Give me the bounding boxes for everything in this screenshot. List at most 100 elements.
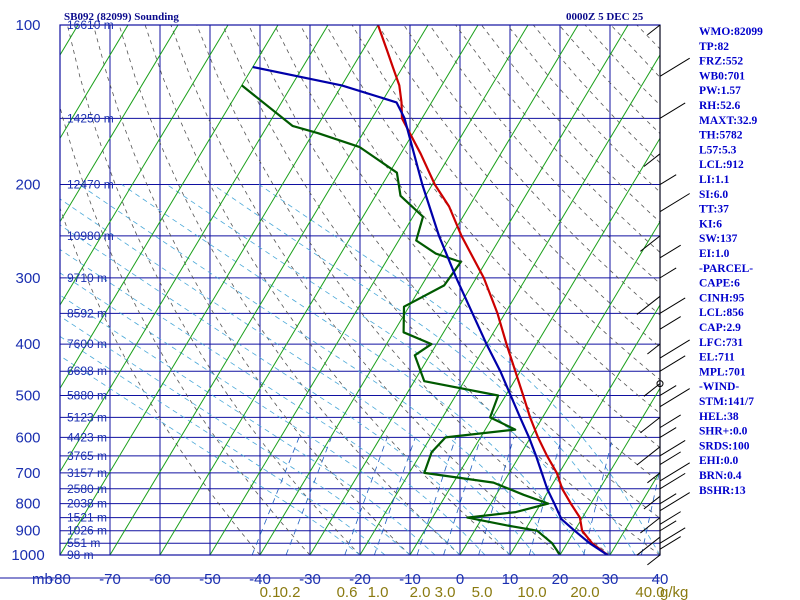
isotherm-line [60, 25, 229, 306]
dry-adiabat [274, 25, 660, 484]
wind-barbs [636, 24, 690, 566]
wind-barb [659, 520, 677, 532]
wind-barb [659, 244, 681, 259]
index-line: TT:37 [699, 204, 729, 216]
mixing-ratio-label: 10.0 [517, 584, 546, 600]
wind-barb [659, 472, 686, 490]
pressure-tick-label: 700 [15, 465, 40, 482]
height-label: 3765 m [67, 449, 107, 463]
isotherm-line [159, 25, 479, 555]
wind-barb [643, 495, 661, 510]
index-line: EI:1.0 [699, 248, 730, 260]
height-label: 4423 m [67, 430, 107, 444]
wind-barb [659, 57, 690, 77]
index-line: CAP:2.9 [699, 322, 741, 334]
temperature-tick-label: -10 [399, 571, 421, 588]
wind-barb [659, 297, 686, 314]
isotherm-line [209, 25, 529, 555]
wind-barb [659, 462, 690, 482]
pressure-tick-label: 600 [15, 429, 40, 446]
mixing-ratio-label: 0.1 [260, 584, 281, 600]
mixing-ratio-line [478, 437, 515, 555]
mixing-ratio-label: 5.0 [472, 584, 493, 600]
wind-barb [659, 511, 681, 525]
dry-adiabat [67, 25, 361, 555]
pressure-tick-label: 200 [15, 177, 40, 194]
wind-barb [636, 536, 661, 556]
wind-barb [659, 440, 686, 457]
profile-lines [241, 25, 609, 555]
moist-adiabat [60, 315, 411, 555]
temperature-tick-label: 0 [456, 571, 464, 588]
index-line: EL:711 [699, 352, 735, 364]
index-line: SRDS:100 [699, 440, 750, 452]
moist-adiabat [60, 272, 461, 555]
mixing-ratio-line [640, 467, 660, 555]
mixing-ratio-line [373, 437, 416, 555]
wind-barb [647, 554, 661, 566]
index-line: MAXT:32.9 [699, 115, 757, 127]
height-label: 551 m [67, 536, 100, 550]
wind-barb [659, 355, 686, 372]
index-line: MPL:701 [699, 366, 746, 378]
index-line: RH:52.6 [699, 100, 740, 112]
wind-barb [636, 295, 661, 315]
isotherm-line [60, 25, 329, 473]
index-line: TP:82 [699, 41, 729, 53]
dewpoint-line [241, 84, 561, 555]
index-line: LI:1.1 [699, 174, 730, 186]
wind-barb [659, 451, 681, 465]
height-label: 2038 m [67, 497, 107, 511]
wind-barb [659, 427, 677, 438]
parcel-line [252, 65, 609, 555]
wind-barb [659, 316, 681, 330]
isotherm-line [309, 25, 629, 555]
pressure-tick-label: 400 [15, 336, 40, 353]
pressure-unit-label: mb [32, 571, 53, 588]
temperature-tick-label: -20 [349, 571, 371, 588]
pressure-tick-label: 1000 [11, 547, 44, 564]
height-label: 7600 m [67, 337, 107, 351]
dry-adiabat [455, 25, 660, 253]
moist-adiabat [60, 294, 436, 555]
temperature-tick-label: -40 [249, 571, 271, 588]
wind-barb [647, 24, 661, 36]
isotherm-line [60, 25, 179, 223]
height-label: 14250 m [67, 111, 114, 125]
wind-barb [636, 446, 661, 466]
temperature-tick-label: 40 [652, 571, 669, 588]
index-line: CAPE:6 [699, 278, 740, 290]
wind-barb [659, 493, 677, 505]
isotherm-line [109, 25, 429, 555]
isotherm-line [60, 25, 279, 390]
wind-barb [659, 492, 690, 512]
height-label: 16610 m [67, 18, 114, 32]
temperature-tick-label: 20 [552, 571, 569, 588]
temperature-tick-label: 10 [502, 571, 519, 588]
isotherm-line [559, 387, 660, 555]
moist-adiabat [60, 224, 511, 555]
wind-barb [659, 339, 690, 359]
height-label: 6698 m [67, 364, 107, 378]
dry-adiabat [60, 206, 261, 555]
moist-adiabat [60, 335, 386, 555]
temperature-tick-label: -60 [149, 571, 171, 588]
wind-barb [659, 385, 677, 396]
isotherm-line [459, 220, 660, 555]
chart-time: 0000Z 5 DEC 25 [566, 11, 644, 23]
index-line: HEL:38 [699, 411, 739, 423]
isotherm-lines [60, 25, 660, 555]
index-line: BRN:0.4 [699, 470, 742, 482]
dry-adiabat [196, 25, 611, 555]
chart-title: SB092 (82099) Sounding [64, 11, 179, 23]
dry-adiabat [377, 25, 660, 348]
index-line: KI:6 [699, 218, 722, 230]
mixing-ratio-label: 0.6 [337, 584, 358, 600]
mixing-ratio-labels: 0.1 0.2 0.6 1.0 2.0 3.0 5.0 10.0 20.0 40.0g/kg [260, 584, 689, 600]
isotherm-line [409, 137, 660, 555]
height-label: 9710 m [67, 271, 107, 285]
pressure-tick-label: 300 [15, 270, 40, 287]
height-label: 5123 m [67, 410, 107, 424]
index-line: -WIND- [699, 381, 739, 393]
